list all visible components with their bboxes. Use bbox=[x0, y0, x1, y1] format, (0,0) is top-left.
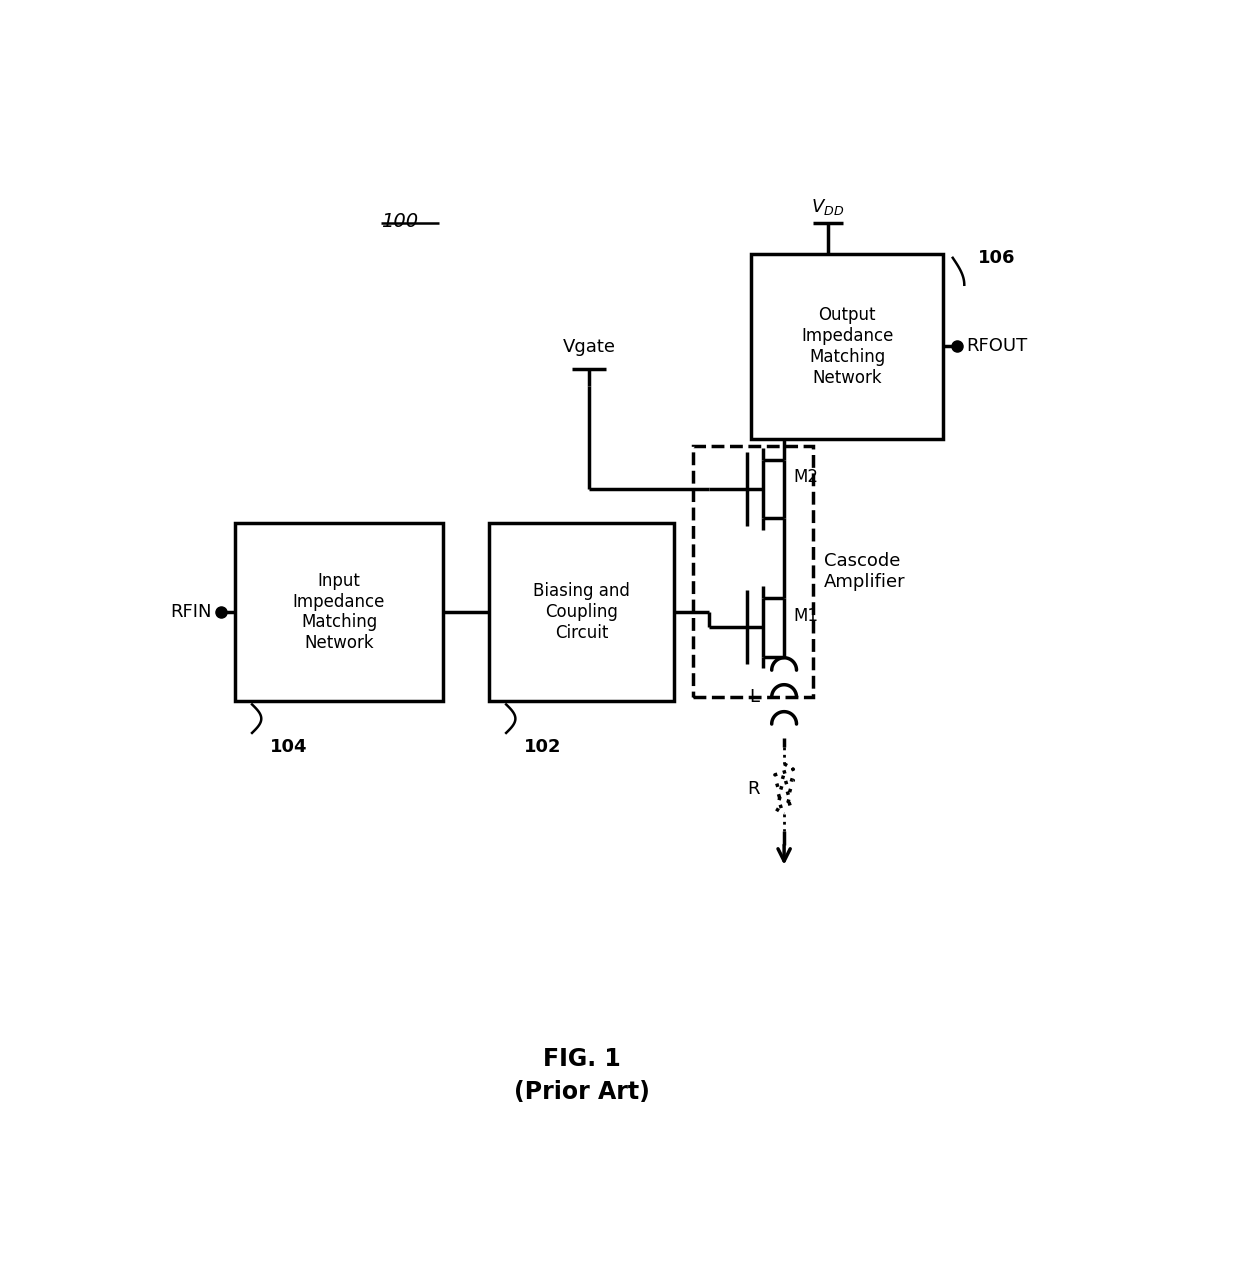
Text: 104: 104 bbox=[270, 738, 308, 755]
Text: 106: 106 bbox=[978, 249, 1016, 266]
Text: $V_{DD}$: $V_{DD}$ bbox=[811, 197, 844, 217]
Text: Input
Impedance
Matching
Network: Input Impedance Matching Network bbox=[293, 572, 386, 652]
Text: M2: M2 bbox=[794, 469, 818, 486]
Text: RFOUT: RFOUT bbox=[967, 337, 1028, 355]
FancyBboxPatch shape bbox=[490, 523, 675, 701]
FancyBboxPatch shape bbox=[751, 254, 944, 438]
Text: Output
Impedance
Matching
Network: Output Impedance Matching Network bbox=[801, 306, 894, 386]
Text: L: L bbox=[749, 688, 759, 706]
Text: (Prior Art): (Prior Art) bbox=[513, 1080, 650, 1104]
Text: R: R bbox=[746, 779, 759, 798]
Text: 102: 102 bbox=[523, 738, 562, 755]
Text: Cascode
Amplifier: Cascode Amplifier bbox=[825, 552, 905, 591]
Text: FIG. 1: FIG. 1 bbox=[543, 1047, 620, 1071]
FancyBboxPatch shape bbox=[693, 446, 812, 697]
Text: 100: 100 bbox=[382, 212, 419, 231]
Text: Vgate: Vgate bbox=[563, 337, 616, 356]
Text: Biasing and
Coupling
Circuit: Biasing and Coupling Circuit bbox=[533, 582, 630, 642]
FancyBboxPatch shape bbox=[236, 523, 443, 701]
Text: RFIN: RFIN bbox=[171, 602, 212, 621]
Text: M1: M1 bbox=[794, 606, 818, 625]
